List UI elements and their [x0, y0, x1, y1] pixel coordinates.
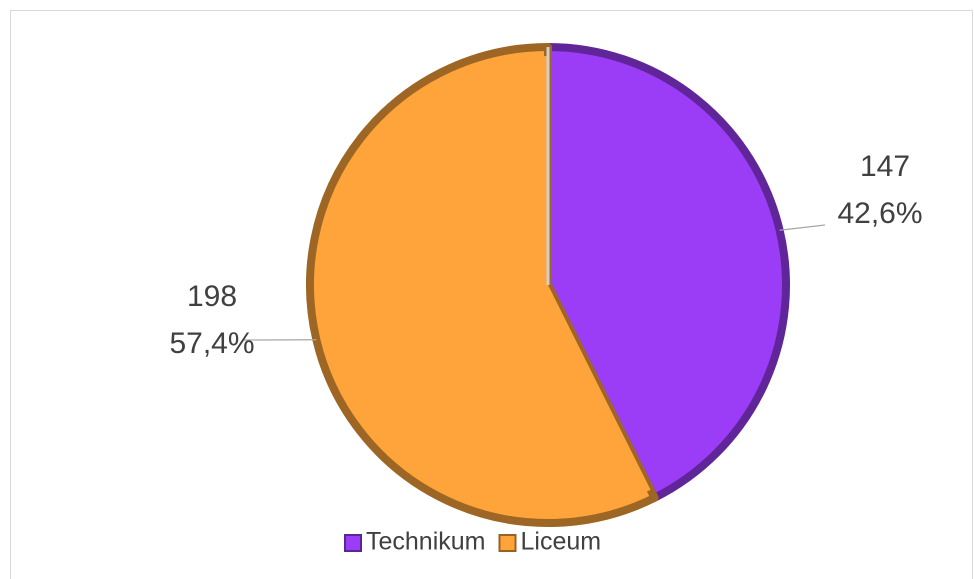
- legend-label: Technikum: [366, 528, 486, 556]
- data-label-value: 147: [860, 150, 910, 183]
- legend-label: Liceum: [521, 528, 602, 556]
- data-label-value: 198: [187, 280, 237, 313]
- legend-swatch: [344, 534, 362, 552]
- data-label-percent: 42,6%: [837, 197, 922, 230]
- leader-line: [779, 224, 826, 231]
- pie-slice-face: [319, 56, 651, 514]
- data-label-percent: 57,4%: [169, 327, 254, 360]
- pie-slice-face: [548, 56, 777, 490]
- legend-swatch: [498, 534, 517, 552]
